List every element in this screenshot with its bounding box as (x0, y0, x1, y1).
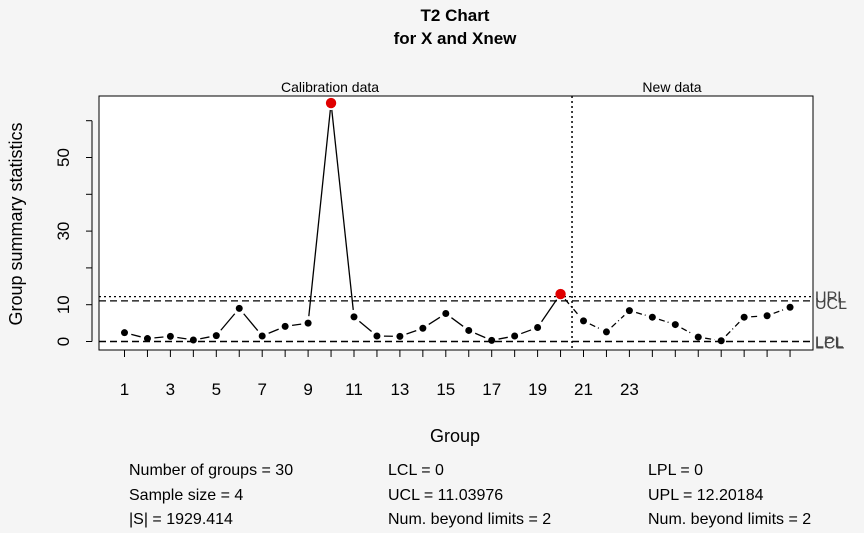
x-tick-label: 21 (574, 380, 593, 399)
data-point (396, 332, 404, 340)
data-point (373, 332, 381, 340)
data-point (189, 336, 197, 344)
y-tick-label: 30 (54, 222, 73, 241)
series-segment (291, 323, 302, 327)
series-segment (177, 336, 187, 340)
series-segment (589, 323, 601, 330)
lcl-label: LCL (815, 336, 844, 353)
data-point (625, 307, 633, 315)
x-axis-label: Group (430, 426, 480, 446)
data-point (786, 303, 794, 311)
series-segment (705, 337, 715, 341)
y-tick-label: 0 (54, 337, 73, 346)
stats-column-1: Number of groups = 30 Sample size = 4 |S… (129, 459, 293, 533)
series-segment (520, 329, 532, 335)
series-segment (564, 298, 580, 316)
stat-beyond-limits-prediction: Num. beyond limits = 2 (648, 511, 812, 528)
stat-ucl: UCL = 11.03976 (388, 486, 504, 504)
data-point (121, 329, 128, 337)
data-point (442, 310, 450, 318)
series-segment (541, 299, 558, 323)
data-point (717, 337, 725, 345)
x-tick-label: 5 (212, 380, 221, 399)
data-point (258, 332, 266, 340)
stat-sample-size: Sample size = 4 (129, 486, 244, 504)
stat-lpl: LPL = 0 (648, 462, 704, 479)
stat-number-of-groups: Number of groups = 30 (129, 462, 294, 479)
data-point (763, 312, 771, 320)
series-segment (200, 336, 210, 340)
x-tick-label: 15 (436, 380, 455, 399)
section-label-new: New data (642, 79, 701, 95)
series-segment (681, 327, 693, 335)
data-point (304, 319, 312, 327)
series-segment (751, 315, 761, 318)
chart-title: T2 Chart (421, 6, 490, 25)
data-point (166, 332, 174, 340)
y-tick-label: 50 (54, 148, 73, 167)
t2-chart: T2 Chart for X and Xnew Calibration data… (6, 6, 847, 446)
series-segment (154, 336, 164, 339)
series-segment (131, 333, 141, 338)
x-tick-label: 7 (257, 380, 266, 399)
x-tick-label: 1 (120, 380, 129, 399)
data-point (671, 321, 679, 329)
data-point (740, 313, 748, 321)
series-segment (451, 317, 464, 327)
series-segment (220, 313, 236, 331)
data-point (235, 304, 243, 312)
stat-beyond-limits-control: Num. beyond limits = 2 (388, 511, 552, 528)
chart-subtitle: for X and Xnew (394, 29, 518, 48)
series-segment (428, 316, 441, 326)
data-point (281, 322, 289, 330)
series-segment (725, 321, 740, 337)
x-tick-label: 3 (166, 380, 175, 399)
data-point (580, 317, 587, 325)
series-segment (268, 328, 279, 334)
series-segment (773, 309, 784, 314)
out-of-control-point (325, 97, 337, 109)
stats-column-3: LPL = 0 UPL = 12.20184 Num. beyond limit… (648, 459, 811, 533)
x-tick-label: 11 (345, 380, 363, 399)
stat-determinant: |S| = 1929.414 (129, 511, 233, 528)
ucl-label: UCL (815, 296, 847, 313)
series-segment (358, 320, 372, 332)
series-segment (474, 332, 486, 339)
x-tick-label: 13 (390, 380, 409, 399)
out-of-control-point (555, 288, 566, 300)
data-point (694, 333, 702, 341)
data-point (602, 328, 610, 336)
data-point (350, 313, 358, 321)
x-tick-label: 23 (620, 380, 639, 399)
x-tick-label: 17 (482, 380, 501, 399)
data-point (143, 335, 151, 343)
series-segment (243, 313, 259, 332)
x-tick-label: 9 (303, 380, 312, 399)
data-point (648, 313, 656, 321)
series-segment (308, 109, 331, 317)
y-axis-label: Group summary statistics (6, 122, 26, 325)
upl-label: UPL (815, 290, 846, 307)
data-point (534, 324, 542, 332)
data-point (511, 332, 519, 340)
stats-column-2: LCL = 0 UCL = 11.03976 Num. beyond limit… (388, 459, 551, 533)
series-segment (658, 318, 669, 324)
series-segment (498, 336, 508, 340)
data-point (488, 336, 496, 344)
lpl-label: LPL (815, 335, 844, 352)
data-point (465, 326, 473, 334)
plot-area (98, 95, 814, 351)
data-point (419, 324, 427, 332)
stat-lcl: LCL = 0 (388, 462, 444, 479)
section-label-calibration: Calibration data (281, 79, 379, 95)
series-segment (331, 109, 354, 310)
y-tick-label: 10 (54, 295, 73, 314)
series-segment (611, 314, 625, 328)
series-segment (635, 311, 646, 316)
x-tick-label: 19 (528, 380, 547, 399)
data-point (212, 332, 220, 340)
series-segment (406, 329, 417, 335)
stat-upl: UPL = 12.20184 (648, 486, 764, 504)
